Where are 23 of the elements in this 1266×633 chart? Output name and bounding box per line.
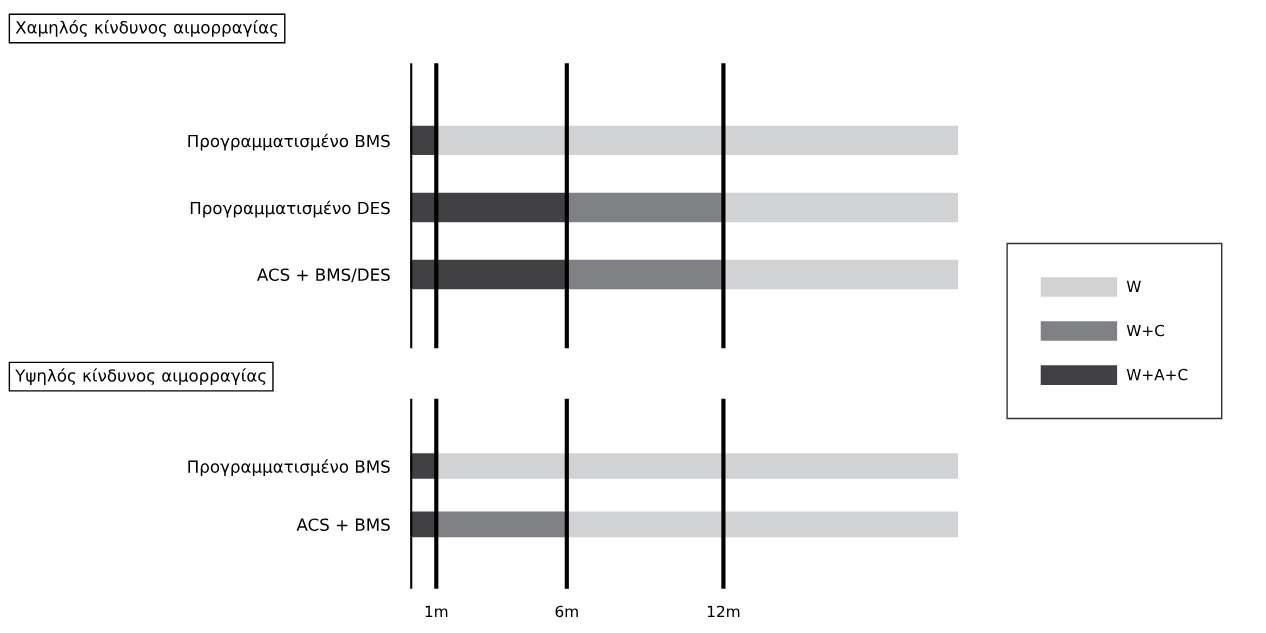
text: Χαμηλός κίνδυνος αιμορραγίας bbox=[15, 20, 278, 37]
bar bbox=[410, 192, 567, 223]
y-tick-label: Προγραμματισμένο BMS bbox=[188, 133, 390, 151]
bar bbox=[566, 192, 724, 223]
legend-label: W+A+C bbox=[1126, 368, 1188, 381]
y-tick-label: ACS + BMS/DES bbox=[257, 268, 390, 283]
bar bbox=[723, 259, 959, 290]
y-tick-label: ACS + BMS bbox=[296, 518, 390, 531]
bar bbox=[436, 453, 959, 479]
bar bbox=[566, 511, 959, 538]
legend-label: W+C bbox=[1126, 324, 1165, 337]
legend-label: W bbox=[1126, 280, 1141, 292]
y-tick-label: Προγραμματισμένο BMS bbox=[188, 459, 390, 477]
bar bbox=[436, 125, 959, 156]
y-tick-label: Προγραμματισμένο DES bbox=[190, 200, 390, 218]
bar bbox=[436, 511, 567, 538]
x-tick-label: 6m bbox=[555, 605, 578, 618]
text: Υψηλός κίνδυνος αιμορραγίας bbox=[15, 368, 266, 386]
x-tick-label: 1m bbox=[425, 605, 448, 617]
bar bbox=[566, 259, 724, 290]
bar bbox=[723, 192, 959, 223]
bar bbox=[410, 259, 567, 290]
x-tick-label: 12m bbox=[707, 605, 740, 617]
